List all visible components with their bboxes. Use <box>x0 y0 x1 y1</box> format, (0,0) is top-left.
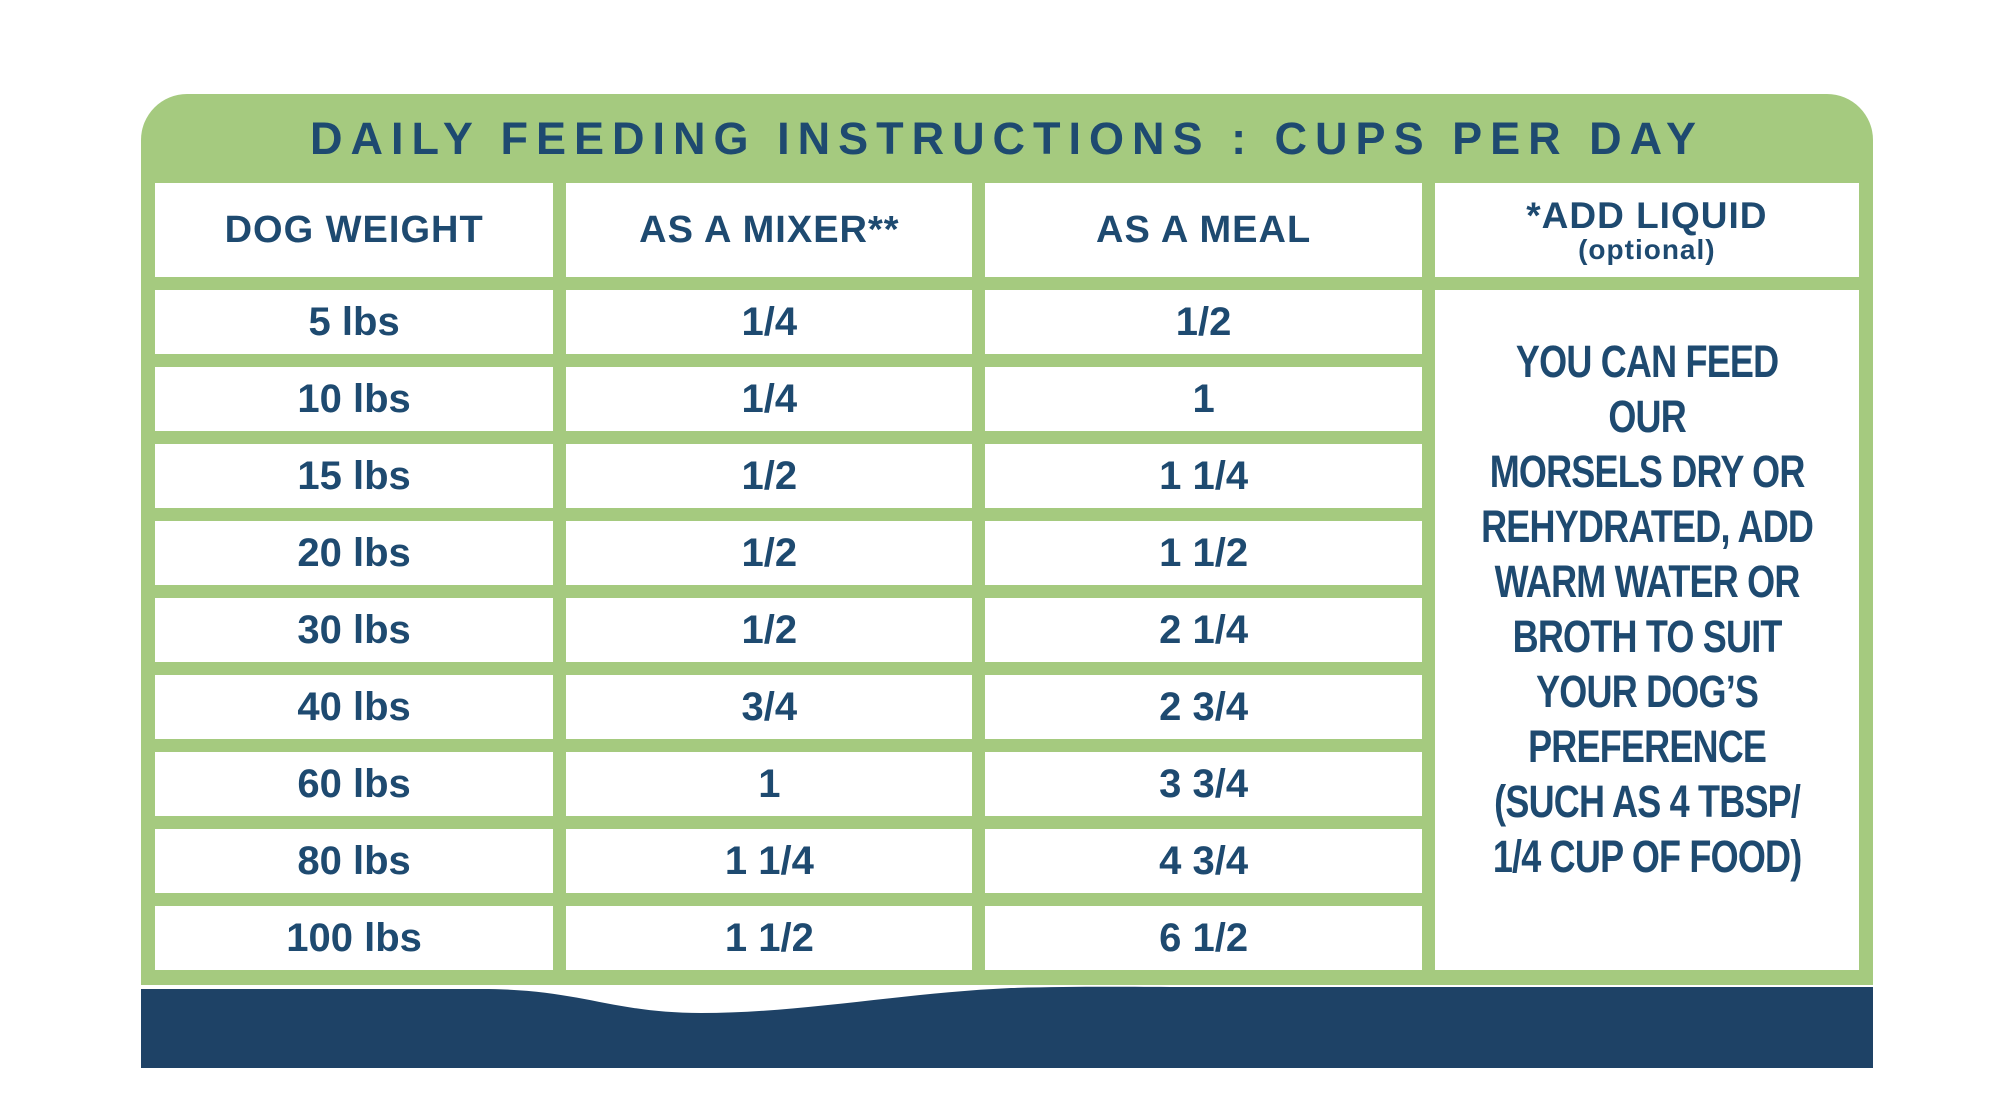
mixer-cell: 1 1/4 <box>566 829 973 893</box>
weight-cell: 30 lbs <box>155 598 554 662</box>
header-add-liquid-title: *ADD LIQUID <box>1526 194 1768 236</box>
page-title: DAILY FEEDING INSTRUCTIONS : CUPS PER DA… <box>309 112 1704 164</box>
header-add-liquid-optional: (optional) <box>1578 233 1716 265</box>
weight-cell: 100 lbs <box>155 906 554 970</box>
mixer-cell: 1/4 <box>566 290 973 354</box>
wave-footer-band <box>141 975 1873 1068</box>
meal-cell: 2 1/4 <box>985 598 1422 662</box>
meal-cell: 4 3/4 <box>985 829 1422 893</box>
weight-cell: 10 lbs <box>155 367 554 431</box>
add-liquid-note-cell: YOU CAN FEED OUR MORSELS DRY OR REHYDRAT… <box>1434 290 1859 970</box>
meal-cell: 1 <box>985 367 1422 431</box>
weight-cell: 15 lbs <box>155 444 554 508</box>
meal-cell: 1/2 <box>985 290 1422 354</box>
add-liquid-note-text: YOU CAN FEED OUR MORSELS DRY OR REHYDRAT… <box>1480 336 1814 882</box>
meal-cell: 3 3/4 <box>985 752 1422 816</box>
feeding-card: DAILY FEEDING INSTRUCTIONS : CUPS PER DA… <box>141 94 1873 985</box>
mixer-cell: 3/4 <box>566 675 973 739</box>
header-as-a-mixer: AS A MIXER** <box>566 183 973 277</box>
feeding-table: DOG WEIGHT AS A MIXER** AS A MEAL *ADD L… <box>155 183 1859 970</box>
mixer-cell: 1 <box>566 752 973 816</box>
mixer-cell: 1 1/2 <box>566 906 973 970</box>
mixer-cell: 1/2 <box>566 598 973 662</box>
mixer-cell: 1/2 <box>566 444 973 508</box>
weight-cell: 40 lbs <box>155 675 554 739</box>
meal-cell: 2 3/4 <box>985 675 1422 739</box>
weight-cell: 20 lbs <box>155 521 554 585</box>
wave-shape <box>141 986 1873 1068</box>
weight-cell: 60 lbs <box>155 752 554 816</box>
weight-cell: 5 lbs <box>155 290 554 354</box>
mixer-cell: 1/4 <box>566 367 973 431</box>
weight-cell: 80 lbs <box>155 829 554 893</box>
header-add-liquid: *ADD LIQUID (optional) <box>1434 183 1859 277</box>
meal-cell: 6 1/2 <box>985 906 1422 970</box>
header-dog-weight: DOG WEIGHT <box>155 183 554 277</box>
meal-cell: 1 1/4 <box>985 444 1422 508</box>
mixer-cell: 1/2 <box>566 521 973 585</box>
meal-cell: 1 1/2 <box>985 521 1422 585</box>
header-as-a-meal: AS A MEAL <box>985 183 1422 277</box>
